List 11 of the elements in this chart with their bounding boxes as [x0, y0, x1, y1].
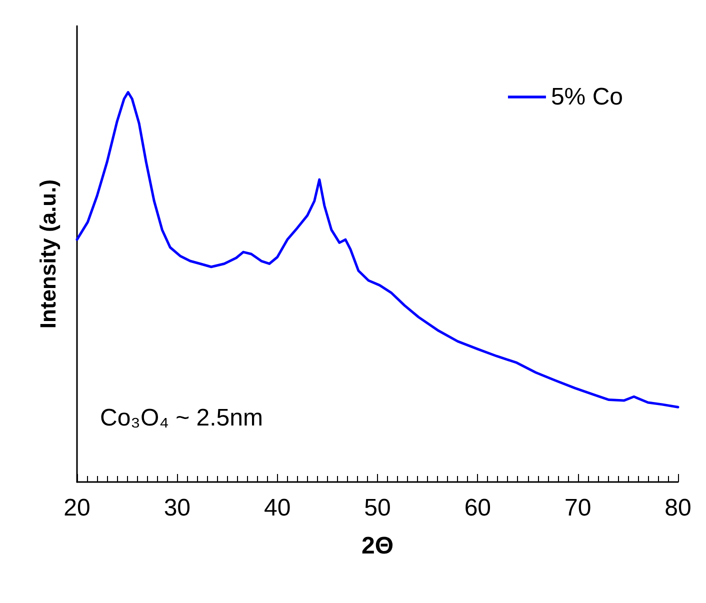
x-tick-label: 40: [264, 494, 291, 522]
x-tick-label: 70: [564, 494, 592, 522]
y-axis-title: Intensity (a.u.): [36, 179, 60, 329]
x-tick-label: 50: [364, 494, 391, 522]
x-tick-label: 20: [64, 494, 90, 522]
x-axis-title: 2Θ: [361, 532, 394, 560]
legend-label: 5% Co: [550, 84, 624, 110]
x-tick-label: 30: [164, 494, 191, 522]
x-tick-label: 60: [464, 494, 492, 522]
annotation: Co₃O₄ ~ 2.5nm: [100, 404, 263, 432]
x-tick-label: 80: [664, 494, 692, 522]
